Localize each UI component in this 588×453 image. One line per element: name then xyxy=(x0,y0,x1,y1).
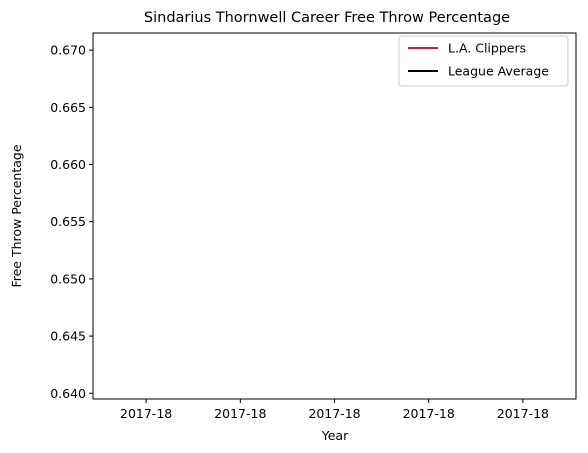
y-tick-label: 0.670 xyxy=(50,43,86,58)
y-tick-label: 0.660 xyxy=(50,157,86,172)
legend: L.A. Clippers League Average xyxy=(398,35,569,87)
legend-label-clippers: L.A. Clippers xyxy=(448,41,526,56)
legend-label-league-average: League Average xyxy=(448,64,549,79)
x-tick-label: 2017-18 xyxy=(214,406,266,421)
y-tick-label: 0.645 xyxy=(50,329,86,344)
chart-title: Sindarius Thornwell Career Free Throw Pe… xyxy=(144,10,510,26)
x-axis: 2017-18 2017-18 2017-18 2017-18 2017-18 xyxy=(120,399,549,421)
x-tick-label: 2017-18 xyxy=(497,406,549,421)
x-tick-label: 2017-18 xyxy=(120,406,172,421)
y-axis: 0.640 0.645 0.650 0.655 0.660 0.665 0.670 xyxy=(50,43,93,401)
x-axis-label: Year xyxy=(321,428,349,443)
y-tick-label: 0.655 xyxy=(50,214,86,229)
y-axis-label: Free Throw Percentage xyxy=(9,144,24,287)
y-tick-label: 0.640 xyxy=(50,386,86,401)
legend-box xyxy=(398,35,569,87)
x-tick-label: 2017-18 xyxy=(308,406,360,421)
plot-area xyxy=(92,32,577,400)
y-tick-label: 0.665 xyxy=(50,100,86,115)
x-tick-label: 2017-18 xyxy=(403,406,455,421)
y-tick-label: 0.650 xyxy=(50,271,86,286)
